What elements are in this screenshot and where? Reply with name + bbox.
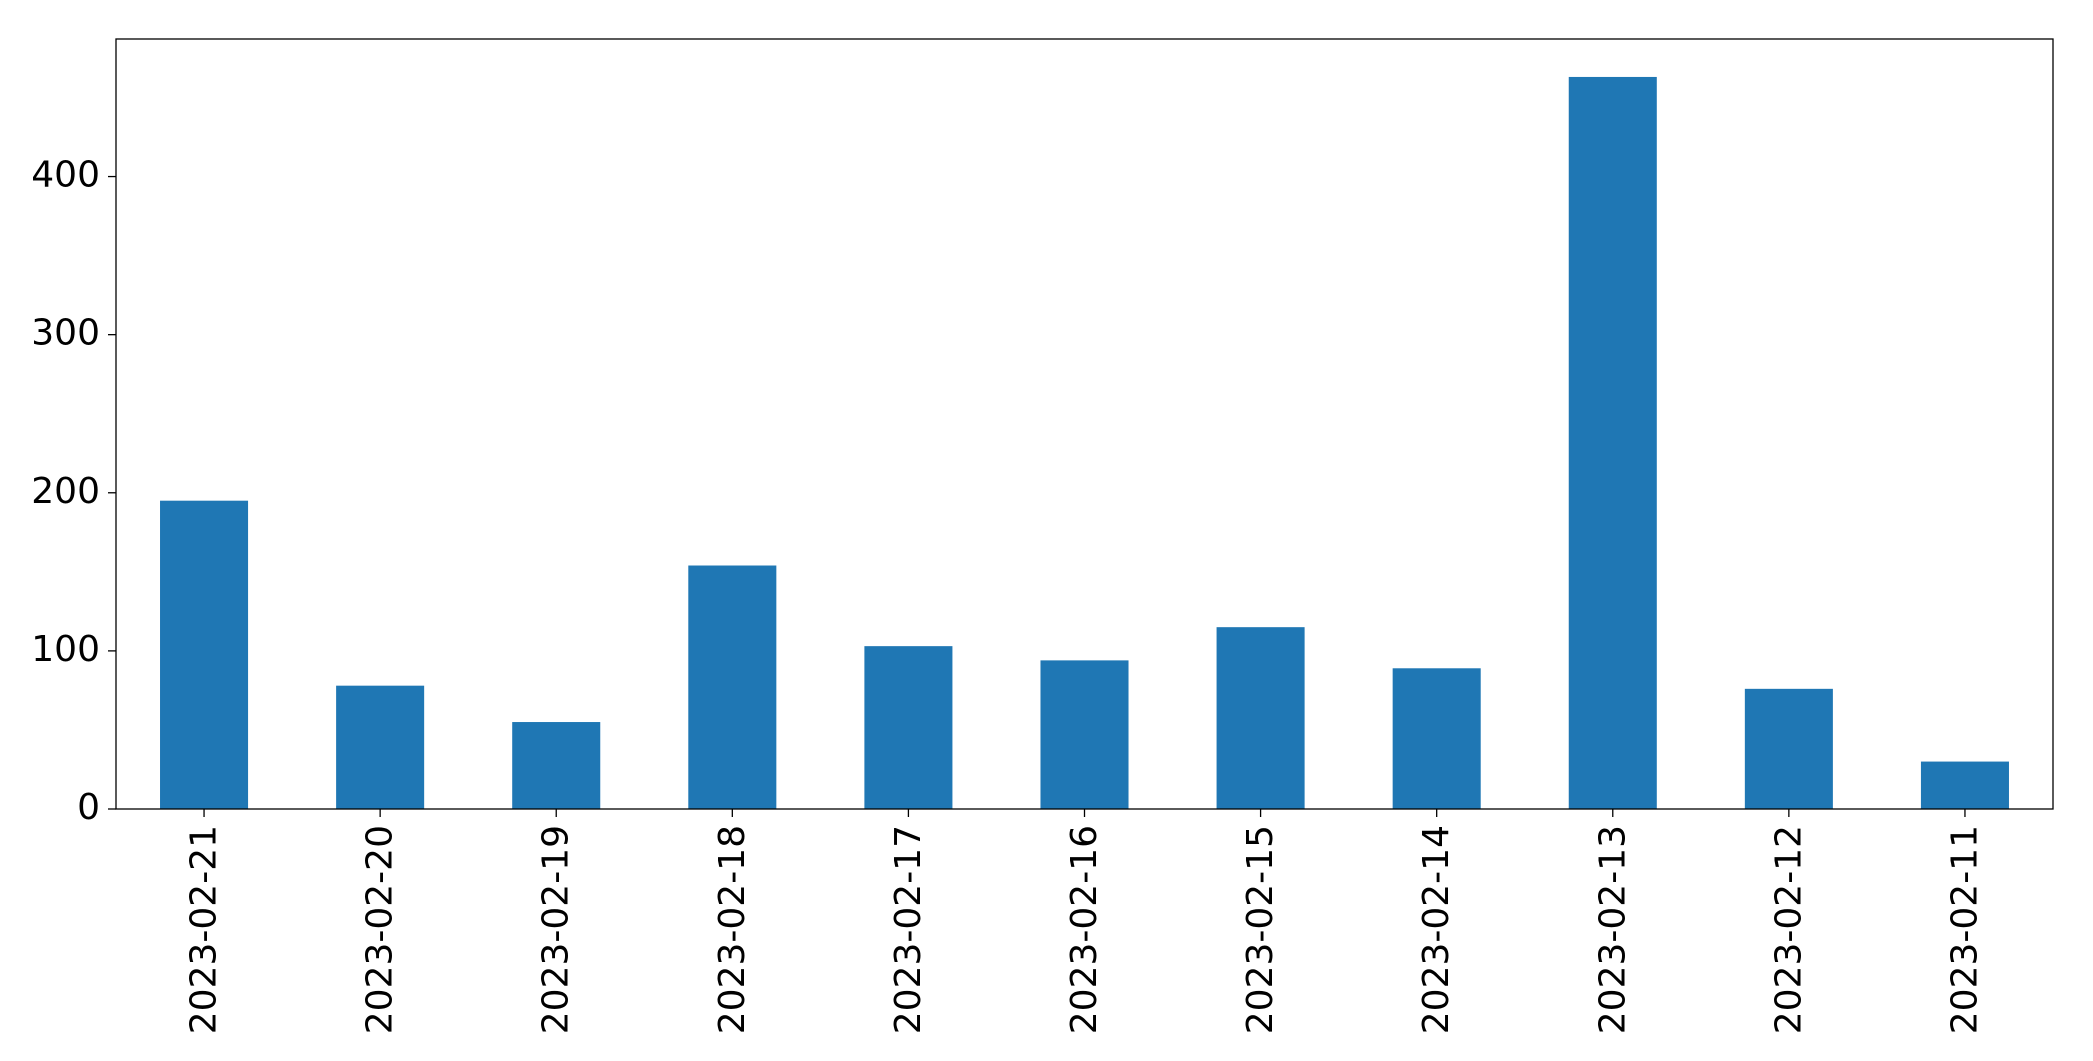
- x-tick-label: 2023-02-17: [888, 825, 929, 1034]
- bar: [688, 565, 777, 809]
- bar: [1040, 660, 1129, 809]
- bar: [160, 500, 249, 809]
- bar: [1216, 627, 1305, 809]
- bar: [1568, 76, 1657, 810]
- x-tick-label: 2023-02-20: [360, 825, 401, 1034]
- bar: [864, 646, 953, 809]
- x-tick-label: 2023-02-18: [712, 825, 753, 1034]
- bar: [336, 685, 425, 809]
- y-tick-label: 100: [31, 629, 100, 670]
- x-tick-label: 2023-02-13: [1592, 825, 1633, 1034]
- bar: [512, 722, 601, 809]
- y-tick-label: 300: [31, 313, 100, 354]
- x-tick-label: 2023-02-19: [536, 825, 577, 1034]
- bar: [1744, 688, 1833, 809]
- y-tick-label: 200: [31, 471, 100, 512]
- x-tick-label: 2023-02-11: [1944, 825, 1985, 1034]
- x-tick-label: 2023-02-21: [184, 825, 225, 1034]
- y-tick-label: 0: [77, 787, 100, 828]
- x-tick-label: 2023-02-15: [1240, 825, 1281, 1034]
- bar: [1920, 761, 2009, 809]
- x-tick-label: 2023-02-14: [1416, 825, 1457, 1034]
- bar: [1392, 668, 1481, 809]
- plot-frame: [115, 38, 2054, 810]
- x-tick-label: 2023-02-12: [1768, 825, 1809, 1034]
- x-tick-label: 2023-02-16: [1064, 825, 1105, 1034]
- y-tick-label: 400: [31, 155, 100, 196]
